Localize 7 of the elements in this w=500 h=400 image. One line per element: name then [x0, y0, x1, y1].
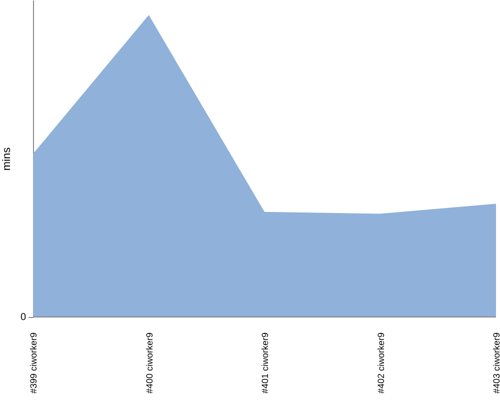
- y-axis-title: mins: [1, 146, 13, 171]
- text: 0: [20, 312, 26, 323]
- x-tick-label: #399 ciworker9: [28, 332, 38, 394]
- x-tick-label: #401 ciworker9: [260, 332, 270, 394]
- x-tick-label: #403 ciworker9: [492, 332, 500, 394]
- x-tick-label: #400 ciworker9: [144, 332, 154, 394]
- x-tick-label: #402 ciworker9: [376, 332, 386, 394]
